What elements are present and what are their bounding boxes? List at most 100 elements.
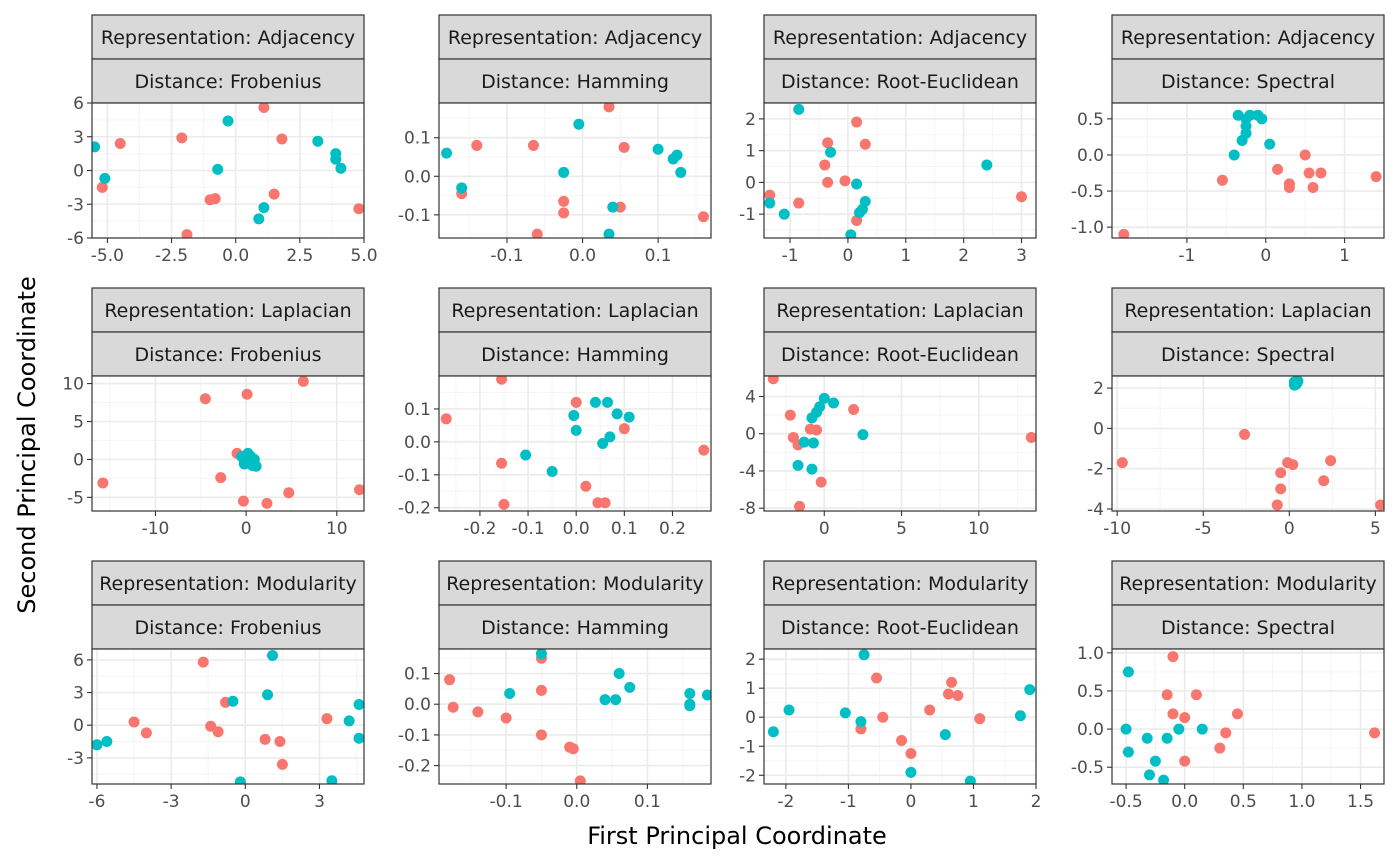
- data-point-red: [871, 672, 883, 684]
- data-point-teal: [828, 397, 840, 409]
- data-point-red: [859, 138, 871, 150]
- x-axis-title: First Principal Coordinate: [587, 822, 887, 850]
- x-tick-label: 10: [968, 519, 990, 539]
- data-point-teal: [222, 115, 234, 127]
- data-point-red: [353, 203, 364, 215]
- data-point-teal: [1290, 378, 1302, 390]
- strip-top-box: [763, 560, 1037, 606]
- x-tick-label: 0: [1284, 519, 1295, 539]
- strip-top-box: [1111, 560, 1385, 606]
- x-tick-label: 0: [843, 246, 854, 266]
- strip-bottom-box: [763, 604, 1037, 650]
- strip-top-box: [438, 14, 712, 60]
- panel-border: [438, 102, 712, 239]
- data-point-teal: [839, 707, 851, 719]
- data-point-red: [1231, 708, 1243, 720]
- y-tick-label: -6: [67, 229, 84, 249]
- data-point-teal: [964, 775, 976, 784]
- data-point-teal: [1120, 723, 1132, 735]
- panel-border: [438, 375, 712, 512]
- data-point-teal: [1256, 113, 1268, 125]
- strip-top-label: Representation: Adjacency: [773, 27, 1027, 49]
- x-tick-label: -0.1: [490, 792, 523, 812]
- data-point-teal: [807, 437, 819, 449]
- strip-top-label: Representation: Adjacency: [101, 27, 355, 49]
- data-point-teal: [939, 729, 951, 741]
- facet-panel: Representation: Adjacency Distance: Frobe…: [67, 14, 378, 266]
- data-point-teal: [1014, 710, 1026, 722]
- data-point-red: [96, 181, 108, 193]
- strip-top-label: Representation: Laplacian: [104, 300, 351, 322]
- data-point-red: [447, 701, 459, 713]
- gridlines: [92, 376, 364, 511]
- x-tick-label: 0: [906, 792, 917, 812]
- data-point-red: [614, 201, 626, 213]
- data-point-red: [297, 376, 309, 387]
- y-tick-label: 0: [73, 450, 84, 470]
- data-point-teal: [101, 736, 113, 748]
- facet-panel: Representation: Laplacian Distance: Spect…: [1087, 287, 1385, 539]
- data-point-red: [1025, 431, 1036, 443]
- strip-bottom-label: Distance: Frobenius: [134, 617, 321, 639]
- panel-border: [763, 648, 1037, 785]
- data-point-red: [877, 711, 889, 723]
- data-point-teal: [353, 732, 364, 744]
- data-point-red: [197, 656, 209, 668]
- data-point-red: [1179, 712, 1191, 724]
- data-point-teal: [1144, 769, 1156, 781]
- y-tick-label: -3: [67, 195, 84, 215]
- facet-panel: Representation: Modularity Distance: Spec…: [1071, 560, 1385, 812]
- data-point-red: [697, 211, 709, 223]
- strip-bottom-label: Distance: Frobenius: [134, 344, 321, 366]
- facet-panel: Representation: Modularity Distance: Hamm…: [398, 560, 712, 812]
- data-point-red: [1220, 727, 1232, 739]
- data-point-red: [283, 487, 295, 499]
- x-tick-label: -2.5: [155, 246, 188, 266]
- data-point-red: [97, 477, 109, 489]
- x-tick-label: 0: [819, 519, 830, 539]
- y-tick-label: 0: [73, 162, 84, 182]
- x-tick-label: 5.0: [350, 246, 377, 266]
- data-point-teal: [267, 650, 279, 662]
- y-tick-label: 10: [62, 375, 84, 395]
- data-point-teal: [92, 739, 103, 751]
- data-point-teal: [1264, 138, 1276, 150]
- x-tick-label: 10: [326, 519, 348, 539]
- panel-border: [1111, 648, 1385, 785]
- data-point-red: [259, 733, 271, 745]
- x-tick-label: -10: [142, 519, 170, 539]
- data-point-teal: [603, 228, 615, 238]
- x-tick-label: 0.0: [569, 246, 596, 266]
- data-point-red: [1271, 499, 1283, 511]
- data-point-teal: [546, 465, 558, 477]
- strip-top-box: [91, 560, 365, 606]
- data-point-red: [603, 103, 615, 113]
- gridlines: [764, 649, 1036, 784]
- panel-border: [1111, 102, 1385, 239]
- strip-bottom-label: Distance: Root-Euclidean: [781, 71, 1019, 93]
- data-point-red: [905, 748, 917, 760]
- data-point-teal: [601, 396, 613, 408]
- strip-bottom-box: [91, 58, 365, 104]
- x-tick-label: 0.0: [222, 246, 249, 266]
- gridlines: [439, 103, 711, 238]
- data-point-teal: [535, 649, 547, 660]
- data-point-teal: [1161, 732, 1173, 744]
- strip-top-box: [438, 287, 712, 333]
- data-point-teal: [92, 141, 101, 153]
- data-point-teal: [1141, 732, 1153, 744]
- data-point-red: [276, 758, 288, 770]
- data-point-red: [1167, 708, 1179, 720]
- data-point-teal: [343, 715, 355, 727]
- y-tick-label: -4: [739, 462, 756, 482]
- x-tick-label: 2: [1031, 792, 1042, 812]
- x-tick-label: -10: [1103, 519, 1131, 539]
- y-tick-label: 1: [745, 679, 756, 699]
- y-tick-label: 6: [73, 94, 84, 114]
- x-tick-label: -0.2: [463, 519, 496, 539]
- data-point-red: [1275, 483, 1287, 495]
- data-point-teal: [573, 118, 585, 130]
- data-points: [767, 649, 1036, 784]
- data-point-teal: [604, 431, 616, 443]
- data-point-red: [574, 775, 586, 784]
